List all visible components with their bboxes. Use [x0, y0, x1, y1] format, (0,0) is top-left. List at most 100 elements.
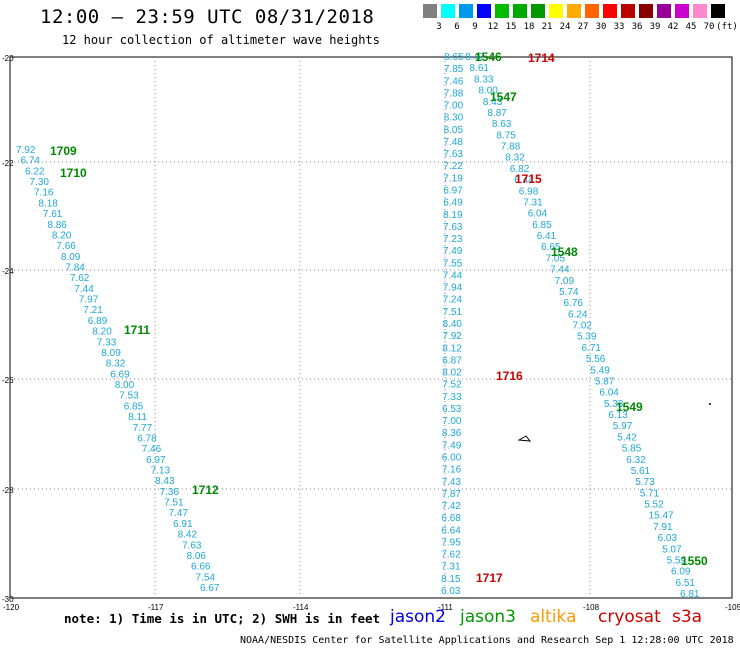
wave-height-value: 8.42	[178, 530, 198, 541]
wave-height-value: 7.46	[444, 76, 464, 87]
satellite-jason2: jason2	[390, 607, 446, 627]
wave-height-value: 7.55	[443, 258, 463, 269]
wave-height-value: 6.98	[519, 186, 539, 197]
wave-height-value: 6.74	[21, 156, 41, 167]
pass-time-label: 1717	[476, 571, 503, 585]
pass-time-label: 1709	[50, 144, 77, 158]
wave-height-value: 5.87	[595, 376, 615, 387]
wave-height-value: 8.32	[106, 359, 126, 370]
legend-label: 42	[667, 22, 679, 32]
credit-text: NOAA/NESDIS Center for Satellite Applica…	[240, 635, 734, 646]
legend-swatch	[477, 4, 491, 18]
wave-height-value: 7.31	[523, 197, 543, 208]
time-labels: 1709 1710 1711 1712 1546 1547 1548 1549 1550 1714…	[50, 50, 708, 585]
wave-height-value: 7.44	[550, 265, 570, 276]
legend-label: 36	[631, 22, 643, 32]
wave-height-value: 7.66	[56, 241, 76, 252]
wave-height-value: 7.30	[30, 177, 50, 188]
wave-height-value: 7.00	[444, 101, 464, 112]
legend-label: 18	[523, 22, 535, 32]
legend-label: 3	[436, 22, 442, 32]
wave-height-value: 7.94	[443, 283, 463, 294]
lat-tick-label: -24	[2, 267, 14, 276]
pass-time-label: 1550	[681, 554, 708, 568]
wave-height-value: 8.12	[442, 343, 462, 354]
axis-labels: -20 -22 -24 -26 -28 -30-120 -117 -114 -111 -108 -1…	[2, 54, 740, 612]
pass-time-label: 1548	[551, 245, 578, 259]
wave-height-value: 6.78	[137, 433, 157, 444]
wave-height-value: 8.32	[505, 153, 525, 164]
wave-height-value: 6.97	[146, 455, 166, 466]
wave-height-value: 5.74	[559, 287, 579, 298]
legend-label: 6	[454, 22, 460, 32]
wave-height-value: 7.91	[653, 522, 673, 533]
wave-height-value: 6.03	[658, 533, 678, 544]
wave-height-value: 6.97	[443, 186, 463, 197]
wave-height-value: 8.18	[38, 198, 58, 209]
wave-height-value: 7.92	[16, 145, 36, 156]
legend-swatch	[423, 4, 437, 18]
wave-height-value: 7.09	[555, 276, 575, 287]
legend-label: 45	[685, 22, 697, 32]
lat-tick-label: -22	[2, 159, 14, 168]
wave-height-value: 7.16	[442, 465, 462, 476]
lon-tick-label: -111	[438, 603, 453, 612]
wave-height-value: 8.06	[187, 551, 207, 562]
legend-label: 70	[703, 22, 715, 32]
wave-height-value: 7.77	[133, 423, 153, 434]
wave-height-value: 7.47	[169, 508, 189, 519]
wave-height-value: 6.81	[680, 589, 700, 600]
wave-height-value: 6.91	[173, 519, 193, 530]
page-title: 12:00 – 23:59 UTC 08/31/2018	[40, 6, 375, 28]
wave-height-value: 7.87	[442, 489, 462, 500]
wave-height-value: 7.53	[119, 391, 139, 402]
legend-swatch	[513, 4, 527, 18]
pass-time-label: 1711	[124, 323, 150, 337]
island-dot	[709, 403, 711, 405]
wave-height-value: 8.43	[483, 97, 503, 108]
satellite-jason3: jason3	[460, 607, 516, 627]
wave-height-value: 5.56	[586, 354, 606, 365]
wave-height-value: 8.20	[52, 231, 72, 242]
legend-label: 33	[613, 22, 625, 32]
wave-height-value: 6.04	[528, 209, 548, 220]
wave-height-value: 7.13	[151, 466, 171, 477]
wave-height-value: 7.52	[442, 380, 462, 391]
wave-height-value: 5.07	[662, 544, 682, 555]
wave-height-value: 7.33	[97, 337, 117, 348]
note-text: note: 1) Time is in UTC; 2) SWH is in fe…	[64, 611, 381, 626]
wave-height-value: 5.42	[617, 432, 637, 443]
wave-height-value: 8.09	[61, 252, 81, 263]
pass-time-label: 1714	[528, 51, 555, 65]
wave-height-value: 7.51	[164, 498, 184, 509]
wave-height-value: 5.59	[667, 555, 687, 566]
lat-tick-label: -26	[2, 376, 14, 385]
wave-height-value: 8.00	[115, 380, 135, 391]
wave-height-value: 8.47	[465, 52, 485, 63]
legend-swatch	[603, 4, 617, 18]
map-frame	[9, 56, 733, 599]
pass-time-label: 1549	[616, 400, 643, 414]
wave-height-value: 7.22	[443, 161, 463, 172]
lon-tick-label: -120	[3, 603, 20, 612]
satellite-cryosat: cryosat	[598, 607, 661, 627]
wave-height-value: 6.04	[599, 388, 619, 399]
wave-height-value: 7.31	[441, 562, 461, 573]
pass-time-label: 1715	[515, 172, 542, 186]
satellite-s3a: s3a	[672, 607, 703, 627]
wave-height-value: 5.73	[635, 477, 655, 488]
legend-label: 12	[487, 22, 499, 32]
wave-height-value: 5.33	[604, 399, 624, 410]
wave-height-value: 7.16	[34, 188, 54, 199]
wave-height-value: 5.52	[644, 500, 664, 511]
legend-label: 27	[577, 22, 589, 32]
wave-height-value: 6.65	[541, 242, 561, 253]
wave-height-value: 7.92	[442, 331, 462, 342]
wave-height-value: 8.11	[128, 412, 147, 423]
page-subtitle: 12 hour collection of altimeter wave hei…	[62, 33, 380, 47]
wave-height-value: 6.82	[510, 164, 530, 175]
wave-height-value: 7.23	[443, 234, 463, 245]
wave-height-value: 6.24	[568, 309, 588, 320]
wave-height-value: 8.86	[47, 220, 67, 231]
